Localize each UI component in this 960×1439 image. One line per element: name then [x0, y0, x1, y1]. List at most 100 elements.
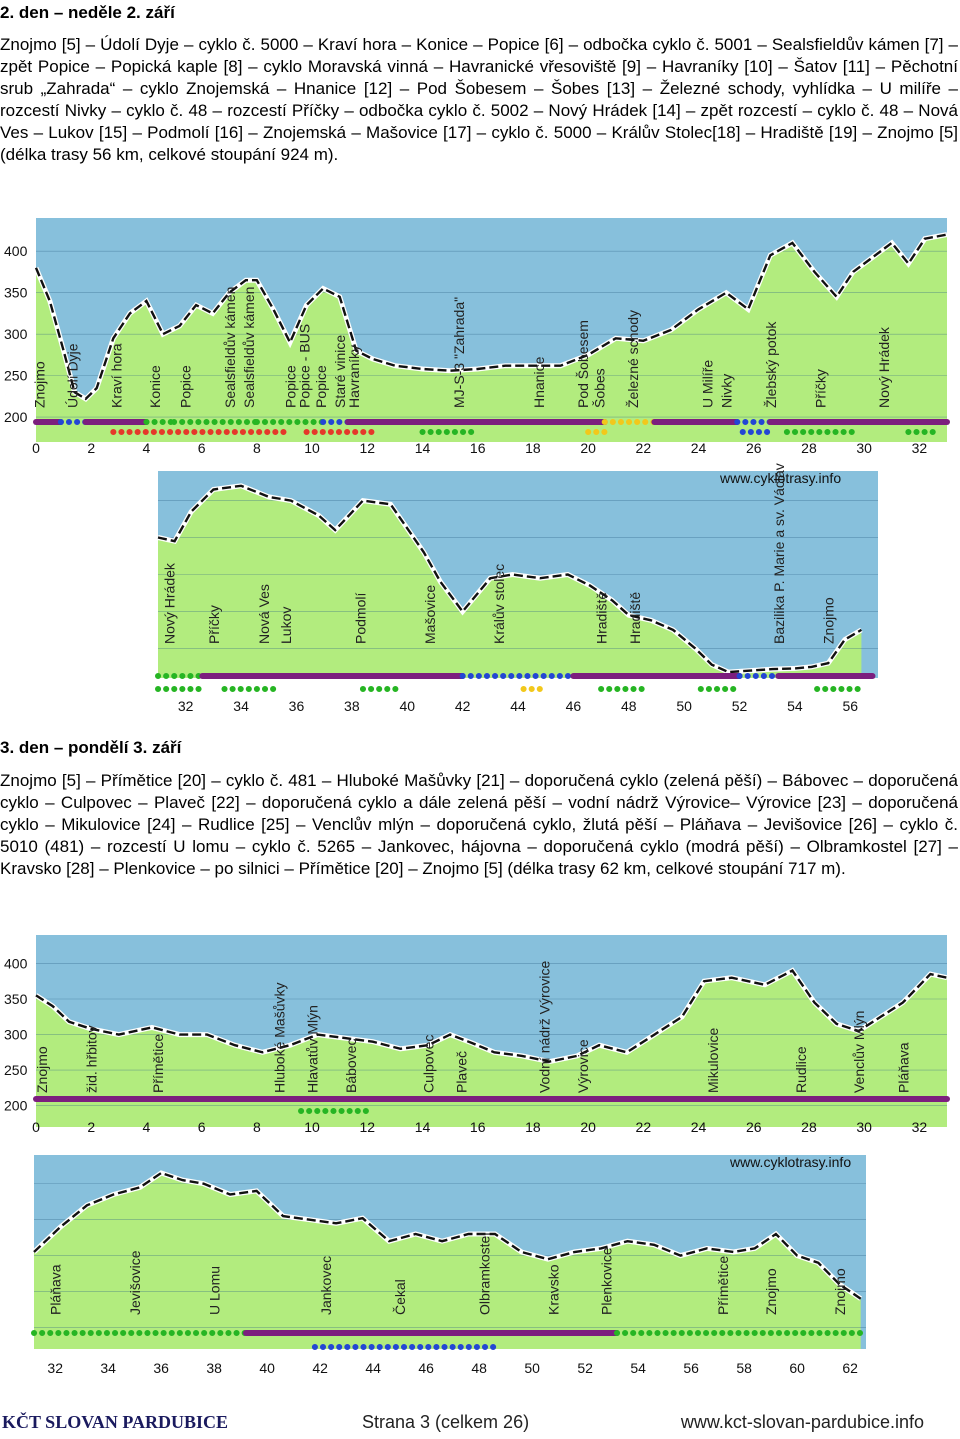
x-tick-label: 32	[47, 1360, 63, 1376]
x-tick-label: 12	[359, 440, 375, 455]
x-tick-label: 32	[912, 440, 928, 455]
footer-page-number: Strana 3 (celkem 26)	[362, 1412, 530, 1432]
waypoint-label: Příčky	[206, 605, 222, 644]
waypoint-label: žid. hřbitov	[84, 1025, 100, 1093]
waypoint-label: Znojmo	[31, 361, 47, 408]
elevation-profile-day3-part2: 32 34 36 38 40 42 44 46 48 50 52 54 56 58 60 62 Pláňava J…	[31, 1154, 866, 1376]
waypoint-label: Olbramkostel	[477, 1233, 493, 1315]
waypoint-label: Čekal	[392, 1279, 408, 1315]
waypoint-label: Nová Ves	[256, 584, 272, 644]
waypoint-label: Staré vinice	[332, 335, 348, 408]
x-tick-label: 30	[856, 1119, 872, 1135]
waypoint-label: Kravsko	[546, 1264, 562, 1315]
day2-heading: 2. den – neděle 2. září	[0, 3, 175, 22]
waypoint-label: Znojmo	[763, 1268, 779, 1315]
waypoint-label: Hluboké Mašůvky	[271, 983, 287, 1094]
x-tick-label: 4	[143, 1119, 151, 1135]
waypoint-label: Pláňava	[895, 1042, 911, 1093]
y-tick-label: 300	[4, 326, 28, 342]
x-tick-label: 40	[399, 698, 415, 713]
waypoint-label: U Lomu	[206, 1266, 222, 1315]
terrain-area	[158, 485, 862, 678]
day3-heading: 3. den – pondělí 3. září	[0, 738, 182, 757]
page-footer: KČT SLOVAN PARDUBICE Strana 3 (celkem 26…	[0, 1402, 960, 1439]
waypoint-label: Znojmo	[821, 597, 837, 644]
x-tick-label: 38	[344, 698, 360, 713]
profile-line	[35, 969, 948, 1063]
x-tick-label: 52	[732, 698, 748, 713]
x-tick-label: 22	[636, 440, 652, 455]
y-tick-label: 200	[4, 409, 28, 425]
terrain-area	[36, 970, 947, 1127]
x-tick-label: 34	[100, 1360, 116, 1376]
footer-club-name: KČT SLOVAN PARDUBICE	[2, 1412, 229, 1432]
profile-line	[34, 233, 948, 401]
x-tick-label: 36	[153, 1360, 169, 1376]
day2-route-description: Znojmo [5] – Údolí Dyje – cyklo č. 5000 …	[0, 35, 958, 164]
x-tick-label: 2	[87, 440, 95, 455]
x-tick-label: 44	[510, 698, 526, 713]
waypoint-label: Kraví hora	[109, 343, 125, 408]
x-tick-label: 18	[525, 1119, 541, 1135]
waypoint-label: Havraníky	[346, 345, 362, 408]
x-tick-label: 38	[206, 1360, 222, 1376]
x-tick-label: 12	[359, 1119, 375, 1135]
x-tick-label: 0	[32, 440, 40, 455]
waypoint-label: Popice	[282, 365, 298, 408]
waypoint-label: Železné schody	[625, 310, 641, 408]
waypoint-label: Venclův Mlýn	[851, 1011, 867, 1093]
waypoint-label: Šobes	[592, 368, 608, 408]
waypoint-label: Konice	[147, 365, 163, 408]
x-tick-label: 22	[636, 1119, 652, 1135]
x-tick-label: 10	[304, 440, 320, 455]
waypoint-label: Nový Hrádek	[876, 326, 892, 408]
x-tick-label: 50	[676, 698, 692, 713]
waypoint-label: Sealsfieldův kámen	[222, 287, 238, 408]
waypoint-label: Hradiště	[627, 592, 643, 644]
y-tick-label: 200	[4, 1098, 28, 1114]
x-tick-label: 56	[683, 1360, 699, 1376]
y-tick-label: 400	[4, 955, 28, 971]
x-tick-label: 6	[198, 440, 206, 455]
y-tick-label: 350	[4, 285, 28, 301]
waypoint-label: U Milíře	[699, 360, 715, 408]
x-tick-label: 16	[470, 1119, 486, 1135]
x-tick-label: 46	[566, 698, 582, 713]
x-tick-label: 32	[912, 1119, 928, 1135]
x-tick-label: 52	[577, 1360, 593, 1376]
x-tick-label: 8	[253, 440, 261, 455]
waypoint-label: Culpovec	[421, 1035, 437, 1093]
waypoint-label: Bazilika P. Marie a sv. Václava	[771, 463, 787, 644]
x-tick-label: 18	[525, 440, 541, 455]
waypoint-label: Bábovec	[343, 1039, 359, 1093]
x-tick-label: 26	[746, 1119, 762, 1135]
x-tick-label: 48	[621, 698, 637, 713]
x-tick-label: 14	[415, 440, 431, 455]
x-tick-label: 34	[233, 698, 249, 713]
waypoint-label: MJ-S-3 "Zahrada"	[451, 297, 467, 408]
waypoint-label: Nový Hrádek	[162, 562, 178, 644]
x-tick-label: 4	[143, 440, 151, 455]
y-tick-label: 250	[4, 1062, 28, 1078]
waypoint-label: Vodní nádrž Výrovice	[536, 960, 552, 1093]
x-tick-label: 54	[787, 698, 803, 713]
waypoint-label: Hradiště	[594, 592, 610, 644]
waypoint-label: Sealsfieldův kámen	[241, 287, 257, 408]
waypoint-label: Žlebský potok	[763, 321, 779, 408]
waypoint-label: Jevišovice	[127, 1250, 143, 1315]
x-tick-label: 0	[32, 1119, 40, 1135]
waypoint-label: Údolí Dyje	[64, 343, 80, 408]
waypoint-label: Pláňava	[47, 1264, 63, 1315]
x-tick-label: 32	[178, 698, 194, 713]
y-tick-label: 350	[4, 991, 28, 1007]
waypoint-label: Hlavatův Mlýn	[305, 1005, 321, 1093]
x-tick-label: 8	[253, 1119, 261, 1135]
x-tick-label: 60	[789, 1360, 805, 1376]
footer-website[interactable]: www.kct-slovan-pardubice.info	[680, 1412, 924, 1432]
x-tick-label: 14	[415, 1119, 431, 1135]
x-tick-label: 6	[198, 1119, 206, 1135]
waypoint-label: Pod Šobesem	[575, 320, 591, 408]
waypoint-label: Přímětice	[150, 1034, 166, 1093]
x-tick-label: 40	[259, 1360, 275, 1376]
